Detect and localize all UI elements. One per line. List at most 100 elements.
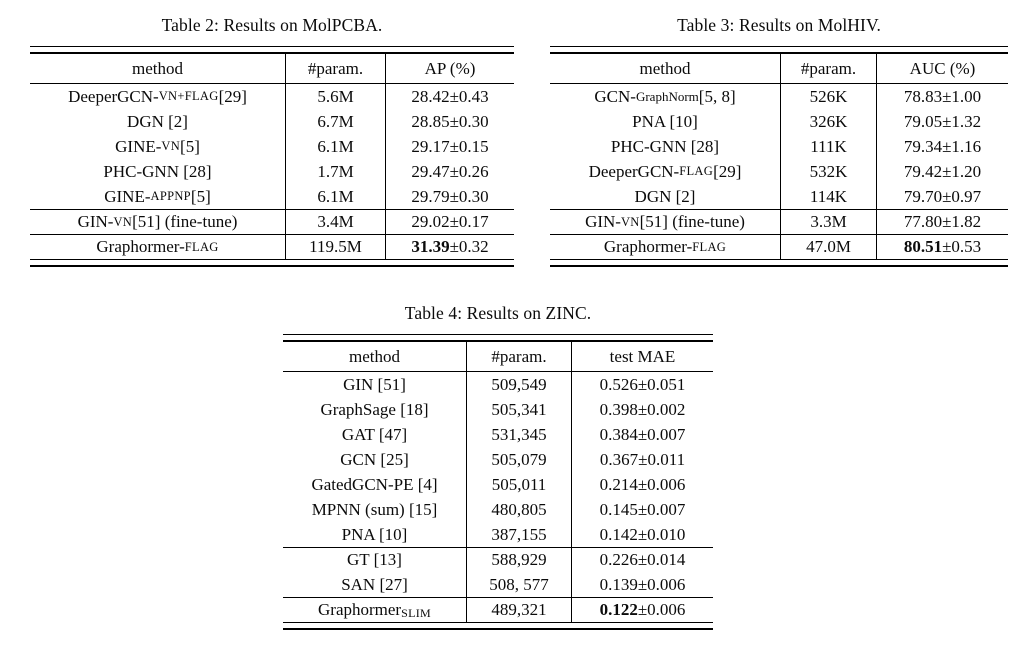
cell-value: 0.145 ±0.007 xyxy=(571,497,713,522)
header-cell-1: #param. xyxy=(466,342,571,372)
value-pm: ±0.011 xyxy=(638,449,686,469)
table-4-caption: Table 4: Results on ZINC. xyxy=(404,303,592,323)
cell-value: 0.122 ±0.006 xyxy=(571,597,713,622)
value-pm: ±0.15 xyxy=(449,136,489,156)
method-text: GatedGCN-PE [4] xyxy=(311,474,438,494)
value-pm: ±1.20 xyxy=(942,161,982,181)
value-main: 80.51 xyxy=(903,237,943,256)
method-text: [51] (fine-tune) xyxy=(639,212,745,231)
cell-method: GraphSage [18] xyxy=(283,397,466,422)
cell-value: 28.42 ±0.43 xyxy=(385,84,514,109)
cell-param: 532K xyxy=(780,159,876,184)
value-pm: ±0.17 xyxy=(449,212,489,231)
value-main: 0.384 xyxy=(599,424,638,444)
value-pm: ±0.53 xyxy=(942,237,982,256)
method-text: GIN- xyxy=(77,212,114,231)
value-main: 78.83 xyxy=(903,86,943,106)
value-pm: ±0.43 xyxy=(449,86,489,106)
method-text: VN xyxy=(620,214,640,229)
table-top-rule xyxy=(30,46,514,54)
cell-param: 3.3M xyxy=(780,209,876,234)
cell-value: 80.51 ±0.53 xyxy=(876,234,1008,259)
value-main: 0.122 xyxy=(599,600,638,619)
cell-method: GCN [25] xyxy=(283,447,466,472)
cell-param: 505,341 xyxy=(466,397,571,422)
method-text: [5, 8] xyxy=(698,86,736,106)
table-3-caption: Table 3: Results on MolHIV. xyxy=(677,15,881,35)
value-pm: ±1.32 xyxy=(942,111,982,131)
value-main: 0.226 xyxy=(599,550,638,569)
table-3-grid: method #param. AUC (%) GCN- GraphNorm [5, 8]… xyxy=(550,54,1008,259)
cell-value: 0.398 ±0.002 xyxy=(571,397,713,422)
header-cell-1: #param. xyxy=(285,54,385,84)
cell-method: Graphormer- FLAG xyxy=(550,234,780,259)
cell-value: 0.214 ±0.006 xyxy=(571,472,713,497)
value-main: 29.47 xyxy=(411,161,450,181)
value-pm: ±0.006 xyxy=(637,600,686,619)
cell-method: GINE- APPNP [5] xyxy=(30,184,285,209)
value-pm: ±0.30 xyxy=(449,111,489,131)
cell-param: 119.5M xyxy=(285,234,385,259)
value-pm: ±0.006 xyxy=(637,574,686,594)
method-text: DeeperGCN- xyxy=(68,86,159,106)
value-main: 79.42 xyxy=(903,161,943,181)
value-pm: ±0.007 xyxy=(637,499,686,519)
value-pm: ±1.00 xyxy=(942,86,982,106)
value-pm: ±1.82 xyxy=(942,212,982,231)
cell-param: 489,321 xyxy=(466,597,571,622)
cell-param: 47.0M xyxy=(780,234,876,259)
method-text: FLAG xyxy=(184,239,219,254)
cell-param: 1.7M xyxy=(285,159,385,184)
cell-value: 0.139 ±0.006 xyxy=(571,572,713,597)
value-main: 29.02 xyxy=(411,212,450,231)
header-cell-2: test MAE xyxy=(571,342,713,372)
cell-value: 77.80 ±1.82 xyxy=(876,209,1008,234)
value-main: 29.79 xyxy=(411,186,450,206)
method-text: GT [13] xyxy=(347,550,402,569)
value-pm: ±0.002 xyxy=(637,399,686,419)
method-text: PHC-GNN [28] xyxy=(610,136,720,156)
value-main: 77.80 xyxy=(903,212,943,231)
method-text: [5] xyxy=(180,136,200,156)
table-3-molhiv: Table 3: Results on MolHIV. method #param… xyxy=(550,12,1008,267)
value-main: 0.142 xyxy=(599,524,638,544)
cell-param: 3.4M xyxy=(285,209,385,234)
method-text: GINE- xyxy=(104,186,151,206)
value-main: 79.05 xyxy=(903,111,943,131)
cell-method: GCN- GraphNorm [5, 8] xyxy=(550,84,780,109)
value-main: 0.139 xyxy=(599,574,638,594)
method-text: GAT [47] xyxy=(341,424,408,444)
method-text: [29] xyxy=(218,86,247,106)
cell-value: 29.47 ±0.26 xyxy=(385,159,514,184)
cell-value: 31.39 ±0.32 xyxy=(385,234,514,259)
table-top-rule xyxy=(550,46,1008,54)
value-main: 0.526 xyxy=(599,374,638,394)
cell-value: 29.02 ±0.17 xyxy=(385,209,514,234)
value-pm: ±0.97 xyxy=(942,186,982,206)
cell-method: DeeperGCN- VN+FLAG [29] xyxy=(30,84,285,109)
value-main: 79.34 xyxy=(903,136,943,156)
cell-method: GIN [51] xyxy=(283,372,466,397)
cell-param: 326K xyxy=(780,109,876,134)
cell-param: 6.1M xyxy=(285,184,385,209)
table-4-grid: method #param. test MAE GIN [51] 509,549 0.52… xyxy=(283,342,713,622)
cell-value: 79.05 ±1.32 xyxy=(876,109,1008,134)
cell-method: GAT [47] xyxy=(283,422,466,447)
cell-value: 0.226 ±0.014 xyxy=(571,547,713,572)
method-text: SLIM xyxy=(401,606,431,620)
method-text: GINE- xyxy=(115,136,162,156)
table-2-caption: Table 2: Results on MolPCBA. xyxy=(161,15,383,35)
table-bottom-rule xyxy=(550,259,1008,267)
method-text: GCN- xyxy=(594,86,636,106)
cell-value: 0.384 ±0.007 xyxy=(571,422,713,447)
cell-value: 29.17 ±0.15 xyxy=(385,134,514,159)
method-text: GraphNorm xyxy=(635,88,699,104)
cell-param: 480,805 xyxy=(466,497,571,522)
header-cell-0: method xyxy=(283,342,466,372)
cell-method: Graphormer SLIM xyxy=(283,597,466,622)
method-text: Graphormer- xyxy=(603,237,693,256)
table-4-zinc: Table 4: Results on ZINC. method #param. t… xyxy=(283,300,713,630)
value-main: 29.17 xyxy=(411,136,450,156)
method-text: MPNN (sum) [15] xyxy=(311,499,438,519)
